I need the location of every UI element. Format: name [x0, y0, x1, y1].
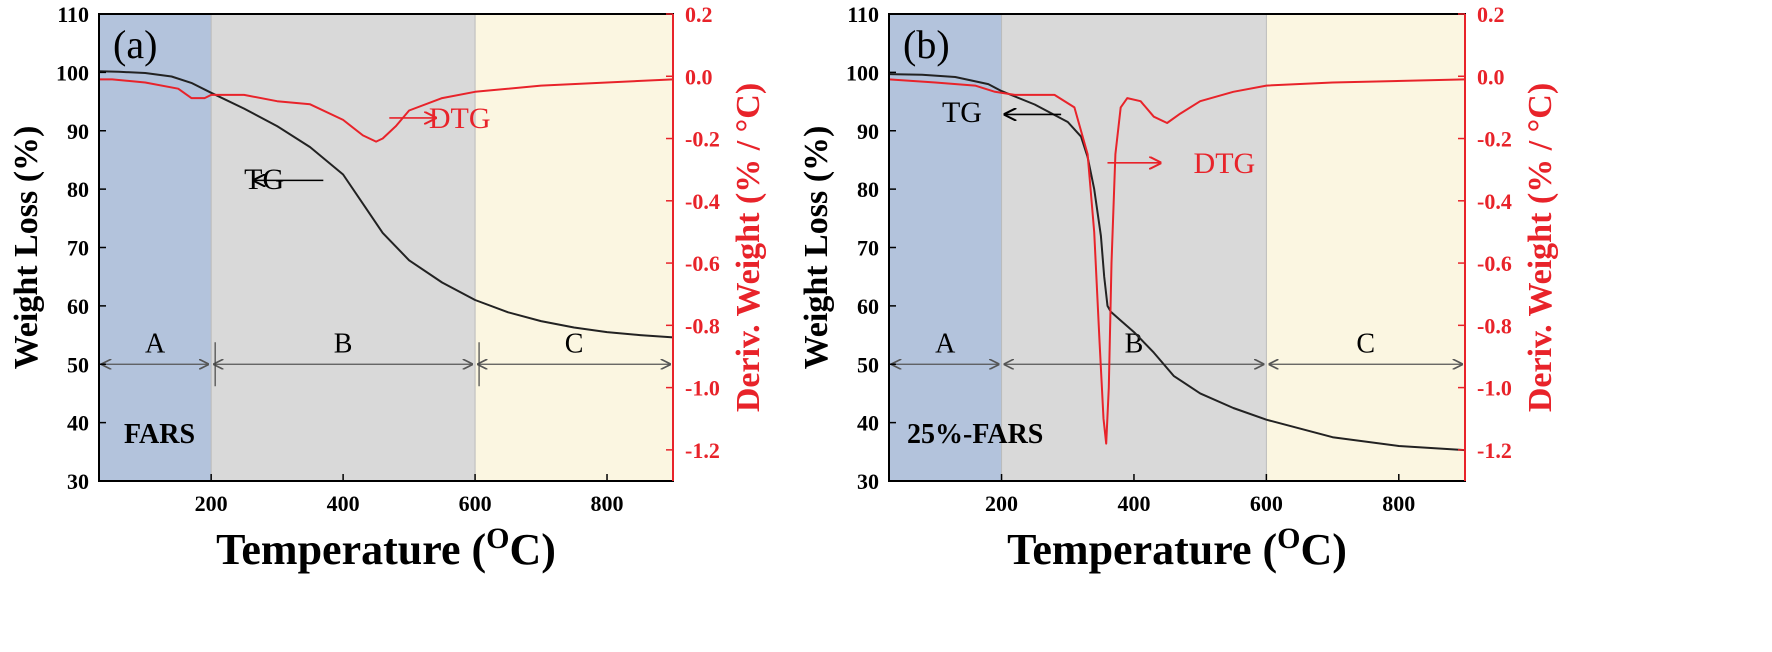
x-axis-title: Temperature (OC)	[216, 522, 556, 574]
y2-tick-label: -0.6	[1477, 251, 1512, 276]
sample-label: 25%-FARS	[907, 419, 1043, 450]
y2-tick-label: -1.0	[1477, 376, 1512, 401]
y-tick-label: 40	[67, 411, 89, 436]
sample-label: FARS	[124, 419, 195, 450]
y2-tick-label: -1.2	[685, 438, 720, 463]
y-tick-label: 90	[857, 119, 879, 144]
y-tick-label: 80	[857, 177, 879, 202]
y-tick-label: 60	[857, 294, 879, 319]
region-b-band	[211, 14, 476, 481]
y2-tick-label: -0.4	[1477, 189, 1512, 214]
region-c-band	[1266, 14, 1465, 481]
panel-a: A B C TG DTG 30 40 50 60 70 80 90 100 110 200 400 600 800…	[8, 2, 767, 574]
y2-tick-label: 0.2	[1477, 2, 1505, 27]
y2-tick-label: 0.2	[685, 2, 713, 27]
x-tick-label: 400	[1117, 491, 1150, 516]
x-tick-label: 200	[195, 491, 228, 516]
y-tick-label: 50	[857, 352, 879, 377]
y-tick-label: 30	[857, 469, 879, 494]
y-tick-label: 90	[67, 119, 89, 144]
x-tick-label: 800	[1382, 491, 1415, 516]
tg-label: TG	[244, 163, 284, 196]
y2-tick-label: -0.8	[685, 313, 720, 338]
x-axis-title-main: Temperature (	[216, 525, 486, 574]
y-tick-label: 100	[56, 60, 89, 85]
x-tick-label: 400	[327, 491, 360, 516]
y-tick-label: 40	[857, 411, 879, 436]
region-a-band	[99, 14, 212, 481]
x-axis-title-tail: C)	[1300, 525, 1346, 574]
y2-tick-label: -0.4	[685, 189, 720, 214]
region-label-a: A	[935, 328, 956, 359]
x-axis-title-main: Temperature (	[1007, 525, 1277, 574]
y-tick-label: 30	[67, 469, 89, 494]
x-tick-label: 200	[985, 491, 1018, 516]
y2-tick-label: -0.2	[685, 127, 720, 152]
region-a-band	[889, 14, 1002, 481]
region-label-a: A	[145, 328, 166, 359]
region-b-band	[1001, 14, 1267, 481]
y-axis-title: Weight Loss (%)	[8, 126, 45, 370]
dtg-label: DTG	[1194, 147, 1256, 180]
y-axis-title: Weight Loss (%)	[798, 126, 835, 370]
region-label-c: C	[565, 328, 584, 359]
y-tick-label: 100	[846, 60, 879, 85]
y2-axis-title: Deriv. Weight (% / °C)	[1522, 83, 1559, 412]
tg-label: TG	[942, 96, 982, 129]
y2-tick-label: 0.0	[685, 64, 713, 89]
dtg-series-line	[888, 78, 1466, 445]
y-tick-label: 110	[847, 2, 879, 27]
y2-tick-label: -1.2	[1477, 438, 1512, 463]
x-axis-title-superscript: O	[486, 522, 509, 555]
y-tick-label: 70	[67, 236, 89, 261]
panel-label: (b)	[903, 22, 950, 67]
x-tick-label: 800	[591, 491, 624, 516]
y-tick-label: 70	[857, 236, 879, 261]
y2-tick-label: -1.0	[685, 376, 720, 401]
tg-series-line	[888, 73, 1466, 452]
y-tick-label: 50	[67, 352, 89, 377]
dtg-label: DTG	[429, 102, 491, 135]
y2-tick-label: -0.8	[1477, 313, 1512, 338]
x-tick-label: 600	[459, 491, 492, 516]
x-axis-title: Temperature (OC)	[1007, 522, 1347, 574]
x-axis-title-superscript: O	[1277, 522, 1300, 555]
dtg-series-line	[99, 78, 674, 143]
tg-series-line	[98, 70, 674, 339]
x-axis-title-tail: C)	[509, 525, 555, 574]
y-tick-label: 60	[67, 294, 89, 319]
y-tick-label: 80	[67, 177, 89, 202]
y2-tick-label: -0.6	[685, 251, 720, 276]
region-label-c: C	[1356, 328, 1375, 359]
y-tick-label: 110	[57, 2, 89, 27]
y2-axis-title: Deriv. Weight (% / °C)	[730, 83, 767, 412]
region-label-b: B	[334, 328, 353, 359]
y2-tick-label: 0.0	[1477, 64, 1505, 89]
x-tick-label: 600	[1250, 491, 1283, 516]
y2-tick-label: -0.2	[1477, 127, 1512, 152]
panel-label: (a)	[113, 22, 157, 67]
region-c-band	[475, 14, 673, 481]
